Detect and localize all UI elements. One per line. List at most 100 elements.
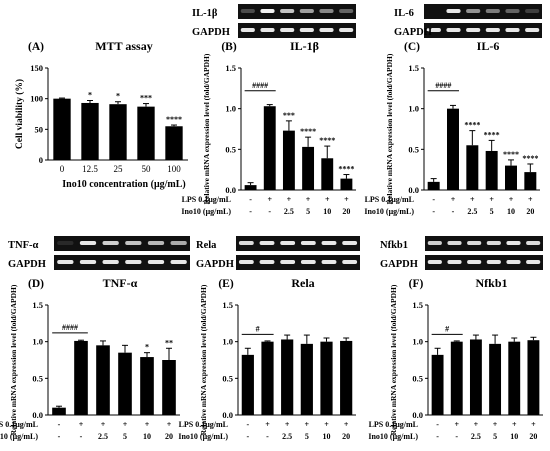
gel-row-background <box>238 23 356 38</box>
y-tick-label: 100 <box>30 94 43 104</box>
gel-band <box>321 260 337 264</box>
lps-value: - <box>249 195 252 204</box>
significance-label: **** <box>464 121 480 130</box>
gel-label: IL-1β <box>192 8 218 19</box>
gel-band <box>280 28 295 32</box>
gel-band <box>280 260 296 264</box>
y-tick-label: 1.5 <box>222 300 233 310</box>
bar <box>320 341 333 415</box>
gel-band <box>486 241 501 245</box>
significance-label: *** <box>283 111 295 120</box>
lps-value: + <box>324 420 329 429</box>
bar <box>281 339 294 415</box>
gel-label: GAPDH <box>394 27 432 38</box>
lps-row-label: LPS 0.1μg/mL <box>182 195 231 204</box>
ino10-value: 10 <box>323 207 331 216</box>
significance-label: **** <box>484 130 500 139</box>
lps-row-label: LPS 0.1μg/mL <box>0 420 38 429</box>
chart-title: Rela <box>291 276 314 290</box>
significance-label: * <box>88 91 92 100</box>
y-tick-label: 1.0 <box>412 337 423 347</box>
gel-band <box>525 28 540 32</box>
lps-value: + <box>344 195 349 204</box>
bar <box>489 343 502 415</box>
gel-band <box>57 260 74 264</box>
gel-band <box>447 260 462 264</box>
bar <box>263 106 276 190</box>
gel-row-background <box>424 4 542 19</box>
gel-band <box>240 28 255 32</box>
gel-band <box>147 260 165 264</box>
gel-band <box>427 241 442 245</box>
chart-title: MTT assay <box>95 39 152 53</box>
y-axis-label: Relative mRNA expression level (fold/GAP… <box>9 284 18 435</box>
bar <box>109 104 127 160</box>
gel-band <box>238 260 254 264</box>
lps-value: + <box>101 420 106 429</box>
y-tick-label: 1.5 <box>225 63 236 73</box>
ino10-value: - <box>268 207 271 216</box>
lps-value: + <box>285 420 290 429</box>
bracket-label: #### <box>252 81 268 90</box>
panel-label: (E) <box>218 278 234 290</box>
lps-value: + <box>265 420 270 429</box>
gel-band <box>79 241 97 245</box>
gel-label: GAPDH <box>192 27 230 38</box>
ino10-value: 20 <box>165 432 173 441</box>
lps-value: + <box>474 420 479 429</box>
bar <box>74 340 88 415</box>
gel-band <box>299 9 314 13</box>
significance-label: **** <box>300 127 316 136</box>
gel-band <box>506 260 521 264</box>
gel-row-background <box>54 236 190 251</box>
ino10-value: - <box>80 432 83 441</box>
x-axis-label: Ino10 concentration (μg/mL) <box>62 179 185 190</box>
significance-label: ** <box>165 338 173 347</box>
chart-title: IL-1β <box>290 39 319 53</box>
lps-value: + <box>344 420 349 429</box>
significance-label: **** <box>338 165 354 174</box>
bar <box>431 354 444 415</box>
lps-value: + <box>509 195 514 204</box>
gel-label: IL-6 <box>394 8 414 19</box>
gel-band <box>342 260 358 264</box>
gel-band <box>467 260 482 264</box>
gel-band <box>259 241 275 245</box>
rela-gel: Rela GAPDH <box>196 236 360 270</box>
bar <box>81 102 99 160</box>
lps-value: + <box>489 195 494 204</box>
gel-band <box>299 28 314 32</box>
lps-value: + <box>123 420 128 429</box>
ino10-value: 2.5 <box>467 207 477 216</box>
ino10-value: 2.5 <box>282 432 292 441</box>
ino10-row-label: Ino10 (μg/mL) <box>368 432 418 441</box>
gel-row-background <box>424 23 542 38</box>
chart-panel: (E) Rela 0.0 0.5 1.0 1.5 Relative mRNA express… <box>178 276 356 441</box>
gel-label: GAPDH <box>380 259 418 270</box>
gel-band <box>259 260 275 264</box>
gel-band <box>427 260 442 264</box>
significance-label: **** <box>166 115 182 124</box>
lps-value: + <box>451 195 456 204</box>
gel-label: Rela <box>196 240 217 251</box>
bar <box>450 341 463 415</box>
lps-value: + <box>531 420 536 429</box>
ino10-row-label: Ino10 (μg/mL) <box>364 207 414 216</box>
lps-row-label: LPS 0.1μg/mL <box>369 420 418 429</box>
y-tick-label: 0.5 <box>222 373 233 383</box>
tnf-gel: TNF-α GAPDH <box>8 236 190 270</box>
x-tick-label: 25 <box>114 164 124 174</box>
gel-band <box>446 9 461 13</box>
bracket-label: # <box>445 324 449 333</box>
significance-label: *** <box>140 94 152 103</box>
bar <box>244 185 257 190</box>
ino10-value: 10 <box>143 432 151 441</box>
y-tick-label: 0.0 <box>225 185 236 195</box>
y-tick-label: 0.5 <box>225 144 236 154</box>
bar <box>96 345 110 415</box>
gel-label: GAPDH <box>196 259 234 270</box>
gel-band <box>79 260 97 264</box>
y-tick-label: 0.0 <box>408 185 419 195</box>
y-axis-label: Relative mRNA expression level (fold/GAP… <box>389 284 398 435</box>
x-tick-label: 12.5 <box>82 164 98 174</box>
